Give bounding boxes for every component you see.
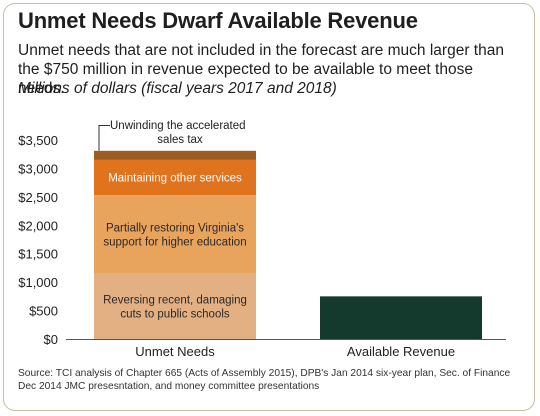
y-tick-label: $3,500 (18, 133, 58, 148)
bar-segment (94, 273, 256, 339)
bars (94, 150, 482, 339)
y-tick-label: $0 (44, 332, 58, 347)
segment-label: Unwinding the accelerated (110, 120, 246, 132)
segment-label: cuts to public schools (120, 308, 230, 320)
y-tick-label: $1,500 (18, 247, 58, 262)
bar-segment (94, 150, 256, 160)
segment-label: Reversing recent, damaging (103, 294, 247, 306)
segment-label: support for higher education (103, 236, 246, 248)
y-axis: $0 $500 $1,000 $1,500 $2,000 $2,500 $3,000 $3,5… (18, 133, 506, 347)
segment-label: Partially restoring Virginia's (106, 222, 244, 234)
y-tick-label: $500 (29, 304, 58, 319)
x-category-label: Available Revenue (347, 344, 455, 359)
x-axis: Unmet Needs Available Revenue (135, 344, 455, 359)
segment-label: Maintaining other services (108, 173, 242, 185)
x-category-label: Unmet Needs (135, 344, 215, 359)
segment-label: sales tax (157, 134, 203, 146)
chart-units: Millions of dollars (fiscal years 2017 a… (18, 80, 337, 97)
bar-segment (94, 195, 256, 274)
y-tick-label: $2,500 (18, 190, 58, 205)
segment-labels: Reversing recent, damaging cuts to public… (98, 120, 247, 320)
source-note: Source: TCI analysis of Chapter 665 (Act… (18, 368, 511, 392)
bar-segment (94, 159, 256, 196)
chart-subtitle: Unmet needs that are not included in the… (18, 42, 504, 97)
y-tick-label: $1,000 (18, 275, 58, 290)
chart-frame (3, 3, 535, 411)
y-tick-label: $3,000 (18, 161, 58, 176)
bar-segment (320, 296, 482, 339)
chart-title: Unmet Needs Dwarf Available Revenue (18, 8, 418, 33)
y-tick-label: $2,000 (18, 218, 58, 233)
